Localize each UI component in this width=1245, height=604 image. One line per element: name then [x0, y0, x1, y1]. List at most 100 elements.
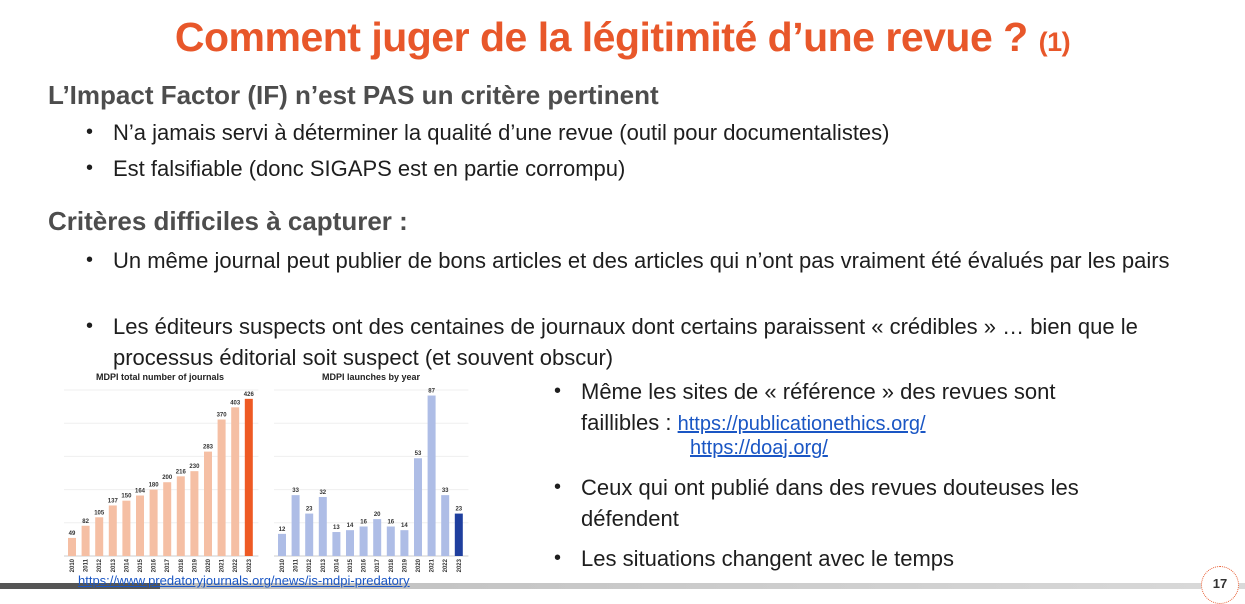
data-label: 33: [442, 488, 449, 494]
link-publicationethics[interactable]: https://publicationethics.org/: [677, 413, 926, 435]
bar: [346, 530, 354, 556]
section2-bullet-1: Un même journal peut publier de bons art…: [86, 245, 1183, 276]
bar: [373, 519, 382, 556]
tick-label: 2014: [124, 558, 130, 572]
bar: [318, 496, 327, 556]
tick-label: 2012: [307, 558, 313, 572]
data-label: 53: [415, 451, 422, 457]
data-label: 13: [333, 525, 340, 531]
title-suffix: (1): [1038, 27, 1071, 57]
right-bullet-3: Les situations changent avec le temps: [554, 543, 1181, 574]
tick-label: 2018: [179, 558, 185, 572]
tick-label: 2010: [70, 558, 76, 572]
tick-label: 2011: [84, 558, 90, 572]
data-label: 20: [374, 512, 381, 518]
tick-label: 2013: [321, 558, 327, 572]
link-doaj[interactable]: https://doaj.org/: [690, 437, 828, 459]
data-label: 12: [279, 527, 286, 533]
section1-bullet-2: Est falsifiable (donc SIGAPS est en part…: [86, 153, 1113, 184]
tick-label: 2017: [165, 558, 171, 572]
data-label: 23: [306, 507, 313, 513]
chart-title: MDPI total number of journals: [96, 372, 225, 382]
right-bullet-1-line2: faillibles :: [581, 410, 672, 435]
tick-label: 2010: [280, 558, 286, 572]
bar: [359, 526, 368, 556]
bar: [231, 407, 240, 556]
bar: [122, 500, 131, 556]
chart-title: MDPI launches by year: [322, 372, 421, 382]
bar: [400, 530, 409, 556]
bar: [414, 458, 422, 556]
data-label: 23: [455, 507, 462, 513]
tick-label: 2017: [375, 558, 381, 572]
data-label: 16: [387, 519, 394, 525]
bar: [68, 537, 76, 556]
section2-heading: Critères difficiles à capturer :: [48, 206, 408, 236]
bar: [454, 513, 463, 556]
bar: [441, 495, 450, 556]
data-label: 200: [162, 475, 173, 481]
tick-label: 2016: [362, 558, 368, 572]
tick-label: 2020: [206, 558, 212, 572]
tick-label: 2014: [334, 558, 340, 572]
tick-label: 2021: [430, 558, 436, 572]
tick-label: 2022: [443, 558, 449, 572]
tick-label: 2018: [389, 558, 395, 572]
tick-label: 2016: [152, 558, 158, 572]
data-label: 87: [428, 389, 435, 395]
bar: [427, 395, 436, 556]
bar: [332, 532, 341, 556]
data-label: 16: [360, 519, 367, 525]
bar: [108, 505, 117, 556]
bar: [204, 451, 212, 556]
tick-label: 2015: [348, 558, 354, 572]
chart-launches-by-year: MDPI launches by year 12 2010 33 2011 23 2012…: [272, 366, 477, 584]
data-label: 14: [401, 523, 408, 529]
bar: [136, 495, 144, 556]
bar: [386, 526, 395, 556]
data-label: 49: [69, 531, 76, 537]
chart-total-journals-svg: 49 2010 82 2011 105 2012 137 2013 150 2014 164 2015…: [64, 389, 259, 572]
tick-label: 2019: [192, 558, 198, 572]
section1-bullet-1: N’a jamais servi à déterminer la qualité…: [86, 117, 1113, 148]
progress-bar: [0, 583, 1245, 589]
source-link[interactable]: https://www.predatoryjournals.org/news/i…: [78, 573, 410, 588]
tick-label: 2015: [138, 558, 144, 572]
data-label: 403: [230, 400, 241, 406]
data-label: 150: [121, 494, 132, 500]
tick-label: 2019: [402, 558, 408, 572]
bar: [217, 419, 226, 556]
data-label: 180: [149, 483, 160, 489]
data-label: 164: [135, 489, 146, 495]
bar: [305, 513, 314, 556]
right-bullet-1-line1: Même les sites de « référence » des revu…: [581, 379, 1056, 404]
data-label: 32: [319, 490, 326, 496]
bar: [176, 476, 185, 556]
tick-label: 2020: [416, 558, 422, 572]
data-label: 33: [292, 488, 299, 494]
data-label: 82: [82, 519, 89, 525]
bar: [244, 398, 253, 556]
bar: [190, 471, 199, 556]
bar: [95, 517, 104, 556]
bar: [149, 489, 158, 556]
data-label: 105: [94, 510, 105, 516]
data-label: 137: [108, 498, 119, 504]
chart-total-journals: MDPI total number of journals 49 2010 82 20…: [58, 366, 268, 584]
tick-label: 2023: [247, 558, 253, 572]
data-label: 14: [347, 523, 354, 529]
data-label: 216: [176, 469, 187, 475]
data-label: 370: [217, 413, 228, 419]
section2-bullet-2: Les éditeurs suspects ont des centaines …: [86, 311, 1183, 373]
bar: [278, 533, 286, 556]
data-label: 426: [244, 392, 255, 398]
bar: [163, 482, 172, 556]
bar: [81, 525, 90, 556]
tick-label: 2022: [233, 558, 239, 572]
slide-title: Comment juger de la légitimité d’une rev…: [174, 14, 1071, 60]
data-label: 283: [203, 445, 214, 451]
section1-heading: L’Impact Factor (IF) n’est PAS un critèr…: [48, 80, 659, 110]
data-label: 230: [189, 464, 200, 470]
tick-label: 2023: [457, 558, 463, 572]
tick-label: 2011: [294, 558, 300, 572]
